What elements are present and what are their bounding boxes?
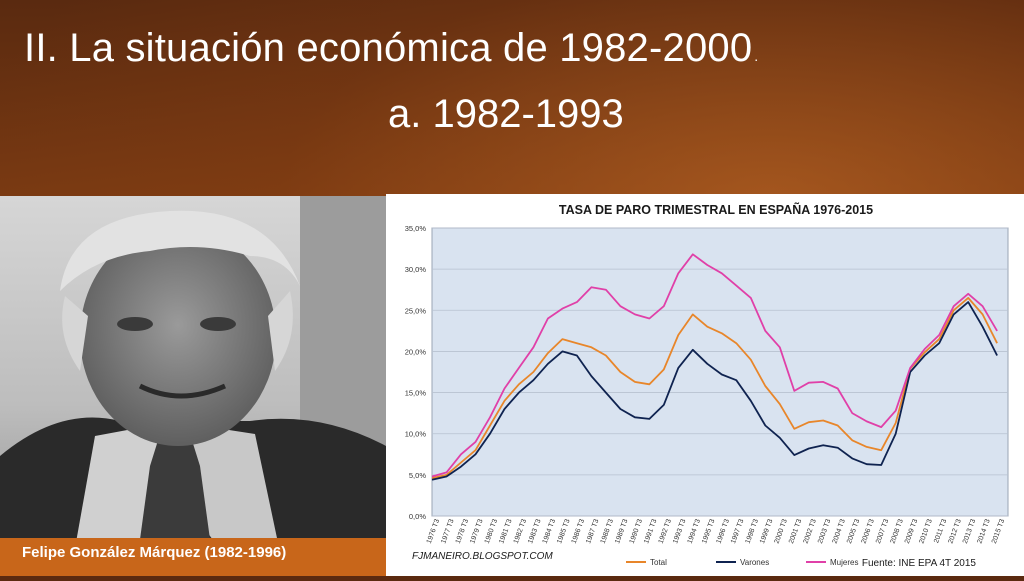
chart-svg: TASA DE PARO TRIMESTRAL EN ESPAÑA 1976-2… bbox=[386, 194, 1024, 576]
series-lines bbox=[431, 253, 998, 481]
plot-area bbox=[431, 227, 1009, 517]
portrait-photo bbox=[0, 196, 386, 576]
legend: Total Varones Mujeres bbox=[626, 558, 858, 567]
slide-title-dot: . bbox=[754, 48, 759, 64]
series-line-varones bbox=[431, 301, 998, 481]
y-tick-label: 35,0% bbox=[405, 224, 427, 233]
slide-subtitle: a. 1982-1993 bbox=[388, 92, 624, 136]
chart-title: TASA DE PARO TRIMESTRAL EN ESPAÑA 1976-2… bbox=[559, 202, 873, 217]
y-tick-labels: 0,0% 5,0% 10,0% 15,0% 20,0% 25,0% 30,0% 35,0% bbox=[405, 224, 427, 521]
source-right: Fuente: INE EPA 4T 2015 bbox=[862, 558, 977, 569]
slide-title: II. La situación económica de 1982-2000. bbox=[24, 26, 758, 71]
legend-label: Mujeres bbox=[830, 558, 858, 567]
legend-label: Total bbox=[650, 558, 667, 567]
series-line-total bbox=[431, 297, 998, 479]
y-tick-label: 25,0% bbox=[405, 306, 427, 315]
y-tick-label: 0,0% bbox=[409, 512, 426, 521]
portrait-illustration bbox=[0, 196, 386, 576]
unemployment-chart: TASA DE PARO TRIMESTRAL EN ESPAÑA 1976-2… bbox=[386, 194, 1024, 576]
y-tick-label: 20,0% bbox=[405, 347, 427, 356]
slide-title-text: II. La situación económica de 1982-2000 bbox=[24, 26, 753, 70]
source-left: FJMANEIRO.BLOGSPOT.COM bbox=[412, 551, 553, 562]
legend-label: Varones bbox=[740, 558, 769, 567]
y-tick-label: 15,0% bbox=[405, 389, 427, 398]
grid-lines bbox=[432, 227, 1008, 517]
series-line-mujeres bbox=[431, 253, 998, 478]
y-tick-label: 5,0% bbox=[409, 471, 426, 480]
photo-caption: Felipe González Márquez (1982-1996) bbox=[0, 538, 386, 576]
y-tick-label: 10,0% bbox=[405, 430, 427, 439]
y-tick-label: 30,0% bbox=[405, 265, 427, 274]
